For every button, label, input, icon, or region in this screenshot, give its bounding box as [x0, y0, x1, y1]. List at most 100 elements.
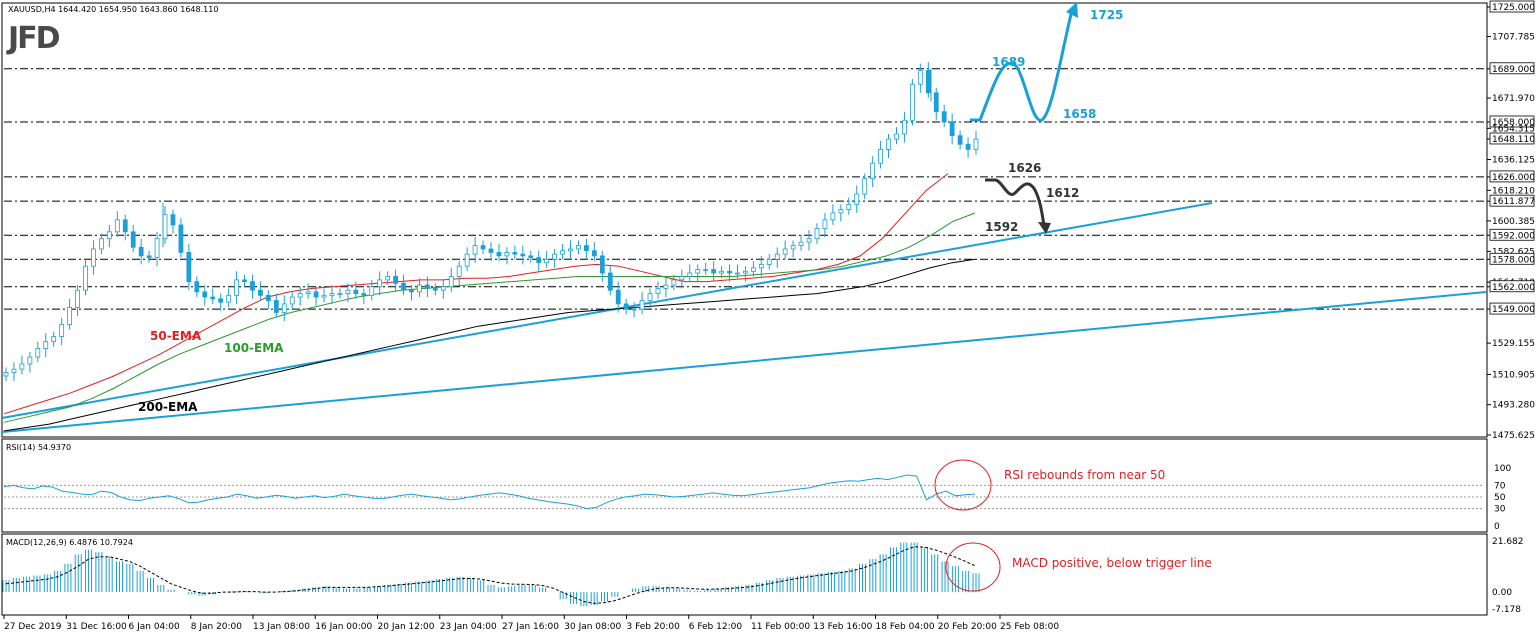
candle-body — [409, 289, 414, 293]
y-tick-box — [1489, 228, 1535, 241]
candle-body — [480, 245, 486, 250]
candle-body — [43, 341, 49, 349]
candle-body — [862, 178, 868, 195]
candle-body — [544, 258, 550, 264]
candle-body — [925, 70, 931, 94]
ema-line-200-ema — [3, 258, 976, 432]
candle-body — [385, 276, 391, 281]
candle-body — [870, 162, 876, 180]
candle-body — [35, 348, 41, 358]
candle-body — [750, 267, 756, 272]
candle-body — [265, 294, 271, 301]
ema-line-50-ema — [3, 173, 949, 415]
candle-body — [456, 265, 462, 277]
candle-body — [138, 246, 144, 257]
candle-body — [878, 149, 883, 164]
rsi-highlight-circle — [934, 459, 992, 511]
label-1612: 1612 — [1046, 186, 1079, 200]
candle-body — [234, 279, 239, 296]
macd-highlight-circle — [945, 542, 1001, 592]
candle-body — [329, 293, 335, 296]
y-tick-label: 1648.110 — [1492, 135, 1535, 145]
x-tick-label: 6 Feb 12:00 — [689, 622, 743, 632]
candle-body — [822, 219, 828, 229]
bullish-path — [970, 9, 1074, 122]
rsi-y-tick: 100 — [1494, 464, 1511, 474]
y-tick-label: 1611.877 — [1492, 197, 1535, 207]
label-200-ema: 200-EMA — [138, 400, 198, 414]
candle-body — [711, 269, 717, 274]
y-tick-label: 1578.000 — [1492, 255, 1535, 265]
candle-body — [790, 245, 796, 250]
candle-body — [663, 284, 669, 289]
macd-y-tick: -7.178 — [1492, 605, 1521, 615]
candle-body — [122, 219, 128, 233]
x-tick-label: 20 Jan 12:00 — [378, 622, 435, 632]
candle-body — [281, 303, 287, 313]
candle-body — [170, 214, 176, 226]
rsi-y-tick: 70 — [1494, 481, 1506, 491]
candle-body — [584, 245, 589, 252]
candle-body — [623, 303, 629, 310]
y-tick-label: 1618.210 — [1492, 186, 1535, 196]
candle-body — [51, 336, 57, 343]
candle-body — [393, 276, 398, 284]
candle-body — [917, 70, 923, 85]
candle-body — [11, 368, 17, 373]
candle-body — [607, 272, 613, 291]
candle-body — [464, 253, 470, 267]
x-tick-label: 13 Jan 08:00 — [253, 622, 310, 632]
lower-trendline — [1, 291, 1487, 433]
candle-body — [536, 257, 542, 264]
x-tick-label: 27 Jan 16:00 — [502, 622, 559, 632]
x-tick-label: 30 Jan 08:00 — [564, 622, 621, 632]
candle-body — [297, 293, 303, 298]
bullish-arrowhead — [1066, 2, 1078, 18]
candle-body — [369, 286, 375, 296]
candle-body — [488, 248, 494, 253]
x-tick-label: 23 Jan 04:00 — [440, 622, 497, 632]
candle-body — [337, 293, 343, 296]
y-tick-label: 1510.905 — [1492, 370, 1535, 380]
candle-body — [472, 245, 478, 255]
y-tick-label: 1562.000 — [1492, 283, 1535, 293]
candle-body — [639, 300, 645, 310]
macd-panel-frame — [1, 533, 1488, 616]
candle-body — [162, 214, 168, 240]
x-tick-label: 31 Dec 16:00 — [66, 622, 127, 632]
candle-body — [727, 270, 732, 274]
rsi-y-tick: 30 — [1494, 505, 1506, 515]
candle-body — [440, 286, 446, 291]
candle-body — [377, 279, 383, 288]
y-tick-box — [1489, 194, 1535, 207]
candle-body — [679, 276, 685, 281]
candle-body — [258, 289, 263, 296]
candle-body — [417, 284, 422, 293]
candle-body — [894, 133, 899, 140]
candle-body — [591, 250, 597, 257]
y-tick-label: 1671.970 — [1492, 94, 1535, 104]
x-tick-label: 8 Jan 20:00 — [191, 622, 243, 632]
candle-body — [218, 298, 224, 303]
candle-body — [186, 252, 192, 283]
candle-body — [146, 255, 152, 258]
candle-body — [949, 121, 955, 137]
y-tick-label: 1549.000 — [1492, 305, 1535, 315]
y-tick-box — [1489, 170, 1535, 183]
candle-body — [782, 248, 788, 255]
y-tick-box — [1489, 280, 1535, 293]
y-tick-label: 1529.155 — [1492, 339, 1535, 349]
candle-body — [743, 270, 748, 274]
candle-body — [313, 291, 319, 298]
bearish-arrowhead — [1038, 222, 1051, 234]
upper-trendline — [1, 202, 1213, 419]
rsi-y-tick: 50 — [1494, 493, 1506, 503]
candle-body — [703, 269, 709, 271]
candle-body — [941, 111, 947, 123]
y-tick-label: 1475.625 — [1492, 431, 1535, 441]
candle-body — [719, 270, 724, 274]
candle-body — [528, 255, 534, 258]
candle-body — [687, 272, 693, 277]
candle-body — [178, 224, 184, 253]
candle-body — [432, 288, 438, 291]
